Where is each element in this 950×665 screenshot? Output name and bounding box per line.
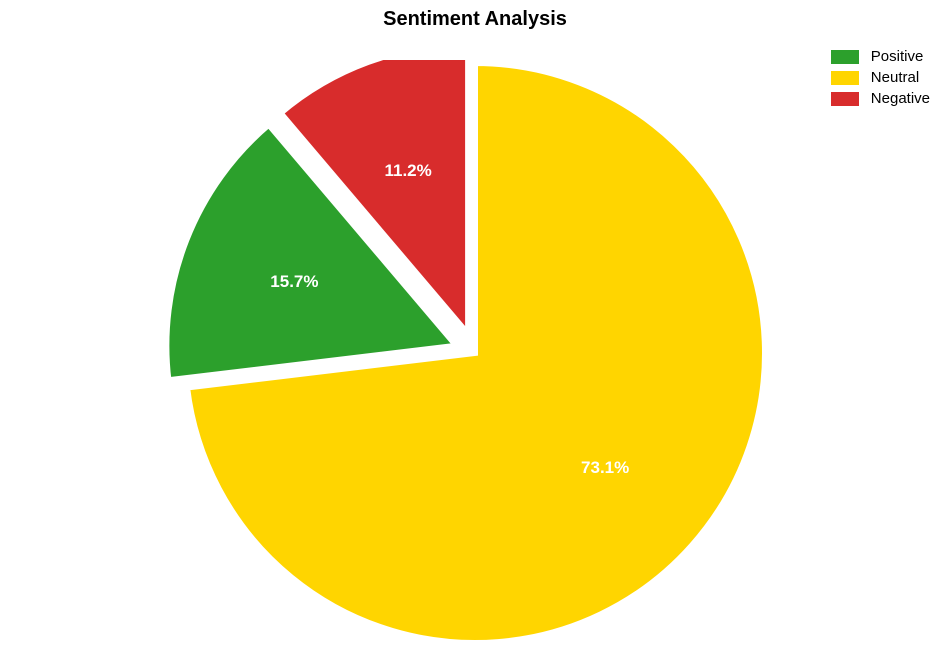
legend-swatch-negative [831,92,859,106]
legend-item-neutral: Neutral [831,69,930,86]
pie-chart: 73.1% 15.7% 11.2% [0,60,950,660]
slice-label-negative: 11.2% [384,161,431,181]
legend-item-negative: Negative [831,90,930,107]
legend: Positive Neutral Negative [831,48,930,111]
legend-swatch-neutral [831,71,859,85]
legend-swatch-positive [831,50,859,64]
pie-svg [0,60,950,660]
slice-label-neutral: 73.1% [581,458,629,478]
legend-label-positive: Positive [871,48,924,65]
legend-item-positive: Positive [831,48,930,65]
slice-label-positive: 15.7% [270,272,318,292]
legend-label-negative: Negative [871,90,930,107]
chart-title: Sentiment Analysis [383,8,567,31]
legend-label-neutral: Neutral [871,69,919,86]
